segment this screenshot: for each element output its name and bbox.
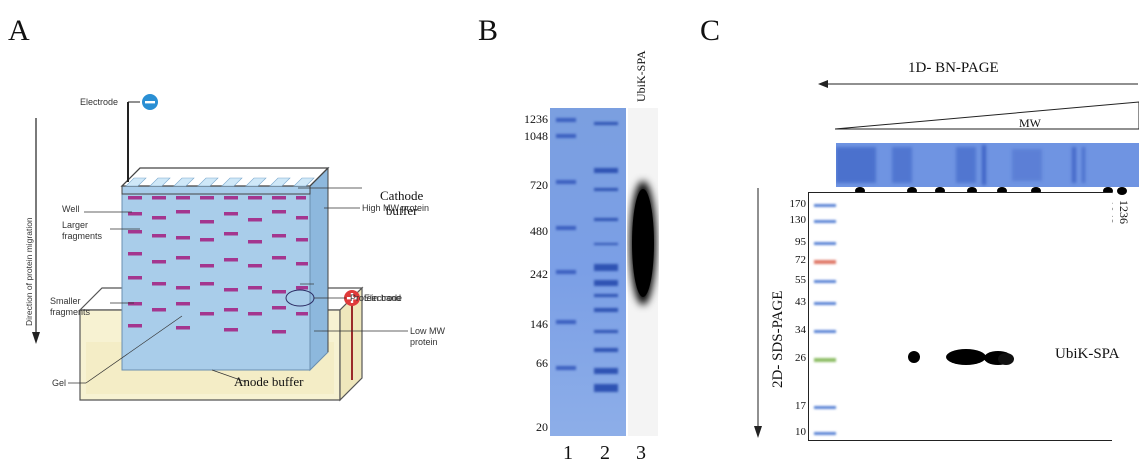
marker-b-720: 720 bbox=[530, 178, 548, 192]
lane-number-2: 2 bbox=[600, 442, 610, 464]
panel-letter-b: B bbox=[478, 14, 499, 47]
label-larger-fragments: Larger fragments bbox=[62, 220, 103, 241]
marker-b-146: 146 bbox=[530, 317, 548, 331]
label-cathode-buffer: Cathode buffer bbox=[380, 188, 424, 218]
sds-marker-55: 55 bbox=[795, 274, 806, 286]
marker-b-66: 66 bbox=[536, 356, 548, 370]
panel-letter-c: C bbox=[700, 14, 721, 47]
sds-marker-170: 170 bbox=[789, 198, 807, 210]
label-anode-buffer: Anode buffer bbox=[234, 374, 304, 389]
panel-letter-a: A bbox=[8, 14, 30, 47]
label-smaller-fragments: Smaller fragments bbox=[50, 296, 91, 317]
sds-marker-26: 26 bbox=[795, 352, 806, 364]
sds-marker-17: 17 bbox=[795, 400, 806, 412]
label-electrode-top: Electrode bbox=[80, 97, 119, 107]
panel-a-diagram bbox=[32, 94, 408, 402]
lane3-label: UbiK-SPA bbox=[634, 50, 648, 102]
mw-label: MW bbox=[1019, 116, 1041, 130]
native-marker-1236: 1236 bbox=[1117, 200, 1131, 224]
sds-marker-130: 130 bbox=[789, 214, 807, 226]
label-protein-band: Protein band bbox=[350, 293, 402, 303]
sds-marker-72: 72 bbox=[795, 254, 806, 266]
sds-marker-34: 34 bbox=[795, 324, 806, 336]
label-low-mw-protein: Low MW protein bbox=[410, 326, 446, 347]
lane-number-1: 1 bbox=[563, 442, 573, 464]
marker-b-480: 480 bbox=[530, 224, 548, 238]
protein-label-ubik-spa: UbiK-SPA bbox=[1055, 346, 1120, 362]
mw-wedge bbox=[835, 101, 1139, 130]
sds-page-arrow bbox=[754, 188, 762, 438]
sds-marker-10: 10 bbox=[795, 426, 806, 438]
bn-page-strip bbox=[836, 143, 1139, 187]
bn-page-label: 1D- BN-PAGE bbox=[908, 60, 999, 76]
label-gel: Gel bbox=[52, 378, 67, 388]
label-electrode-bottom: Electrode bbox=[364, 293, 403, 303]
label-direction-of-migration: Direction of protein migration bbox=[24, 217, 34, 326]
lane-number-3: 3 bbox=[636, 442, 646, 464]
bn-page-arrow bbox=[818, 80, 1138, 88]
marker-b-1236: 1236 bbox=[524, 112, 548, 126]
sds-page-blot bbox=[808, 192, 1112, 441]
label-well: Well bbox=[62, 204, 80, 214]
marker-b-20: 20 bbox=[536, 420, 548, 434]
marker-b-242: 242 bbox=[530, 267, 548, 281]
label-high-mw-protein: High MW protein bbox=[362, 203, 430, 213]
panel-b-gel bbox=[550, 108, 658, 436]
sds-marker-43: 43 bbox=[795, 296, 806, 308]
sds-marker-95: 95 bbox=[795, 236, 806, 248]
marker-b-1048: 1048 bbox=[524, 129, 548, 143]
